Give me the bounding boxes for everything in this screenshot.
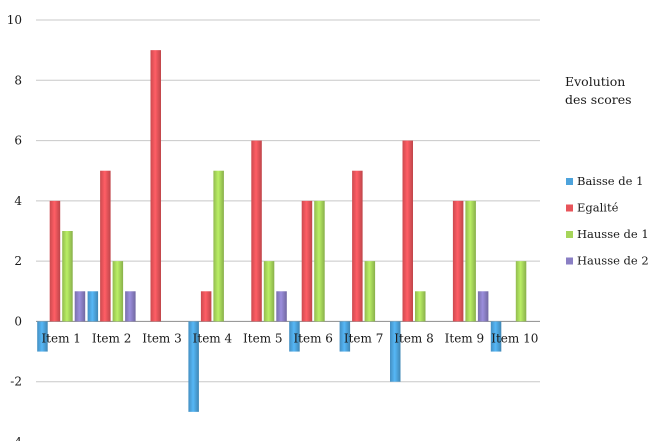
legend-label-egalit: Egalité	[577, 201, 619, 215]
bar-item-4-hausse-de-1	[213, 170, 224, 322]
bar-item-2-egalit	[100, 170, 111, 322]
bar-item-9-hausse-de-1	[465, 200, 476, 322]
x-category-label: Item 1	[41, 331, 81, 345]
y-tick-label: 2	[14, 254, 22, 268]
bar-item-3-egalit	[150, 50, 161, 322]
bar-item-9-hausse-de-2	[477, 291, 489, 322]
bar-item-8-hausse-de-1	[415, 291, 426, 322]
bar-item-5-hausse-de-2	[276, 291, 287, 322]
y-tick-label: 8	[14, 73, 22, 87]
bar-item-5-egalit	[251, 140, 262, 322]
bar-item-6-hausse-de-1	[314, 200, 325, 322]
bar-item-10-hausse-de-1	[515, 261, 527, 322]
legend-title: des scores	[565, 92, 632, 107]
x-category-label: Item 2	[92, 331, 132, 345]
bar-item-4-baisse-de-1	[188, 321, 199, 412]
legend-swatch	[566, 178, 573, 185]
bar-item-2-baisse-de-1	[87, 291, 99, 322]
x-category-label: Item 5	[243, 331, 283, 345]
bar-item-8-egalit	[402, 140, 413, 322]
x-category-label: Item 4	[193, 331, 233, 345]
y-tick-label: 6	[14, 134, 22, 148]
x-axis-labels: Item 1 Item 2 Item 3 Item 4 Item 5 Item 6 Item…	[41, 331, 538, 345]
bar-item-1-hausse-de-2	[74, 291, 86, 322]
y-tick-label: 0	[14, 314, 22, 328]
bar-item-8-baisse-de-1	[390, 321, 401, 382]
bar-item-6-egalit	[301, 200, 313, 322]
x-category-label: Item 9	[445, 331, 485, 345]
legend-label-hausse-de-1: Hausse de 1	[577, 227, 649, 241]
legend: Evolution des scores Baisse de 1 Egalité Hau…	[565, 74, 649, 268]
bar-item-7-egalit	[352, 170, 363, 322]
bar-item-1-baisse-de-1	[37, 321, 48, 352]
x-category-label: Item 6	[293, 331, 333, 345]
bar-item-1-egalit	[49, 200, 61, 322]
bar-item-5-hausse-de-1	[263, 261, 275, 322]
y-tick-label: -2	[10, 375, 22, 389]
legend-title: Evolution	[565, 74, 625, 89]
legend-label-hausse-de-2: Hausse de 2	[577, 254, 649, 268]
y-tick-label: 4	[14, 194, 22, 208]
legend-swatch	[566, 204, 573, 212]
legend-label-baisse-de-1: Baisse de 1	[577, 174, 643, 188]
x-category-label: Item 8	[394, 331, 434, 345]
x-category-label: Item 7	[344, 331, 384, 345]
bars	[37, 50, 527, 412]
bar-item-4-egalit	[200, 291, 212, 322]
bar-item-7-baisse-de-1	[339, 321, 351, 352]
x-category-label: Item 3	[142, 331, 182, 345]
legend-swatch	[566, 231, 573, 238]
bar-item-2-hausse-de-1	[112, 261, 124, 322]
bar-item-9-egalit	[452, 200, 464, 322]
bar-item-7-hausse-de-1	[364, 261, 376, 322]
bar-item-6-baisse-de-1	[289, 321, 300, 352]
y-tick-label: -4	[10, 435, 22, 441]
y-axis-ticks: -4 -2 0 2 4 6 8 10	[7, 13, 23, 441]
legend-swatch	[566, 257, 573, 265]
gridlines	[36, 19, 540, 383]
x-category-label: Item 10	[491, 331, 538, 345]
bar-item-2-hausse-de-2	[125, 291, 136, 322]
y-tick-label: 10	[7, 13, 22, 27]
bar-item-1-hausse-de-1	[62, 231, 73, 322]
bar-item-10-baisse-de-1	[490, 321, 502, 352]
